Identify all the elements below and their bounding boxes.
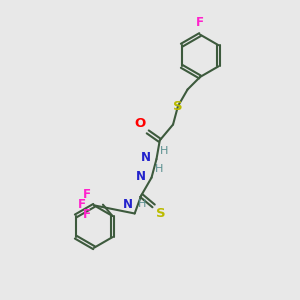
Text: H: H <box>155 164 164 174</box>
Text: O: O <box>134 117 146 130</box>
Text: S: S <box>173 100 183 112</box>
Text: F: F <box>196 16 204 29</box>
Text: S: S <box>156 207 166 220</box>
Text: F: F <box>83 208 91 221</box>
Text: F: F <box>78 198 86 211</box>
Text: H: H <box>138 199 146 209</box>
Text: N: N <box>136 170 146 183</box>
Text: F: F <box>83 188 91 201</box>
Text: N: N <box>123 197 133 211</box>
Text: N: N <box>141 151 151 164</box>
Text: H: H <box>160 146 168 156</box>
